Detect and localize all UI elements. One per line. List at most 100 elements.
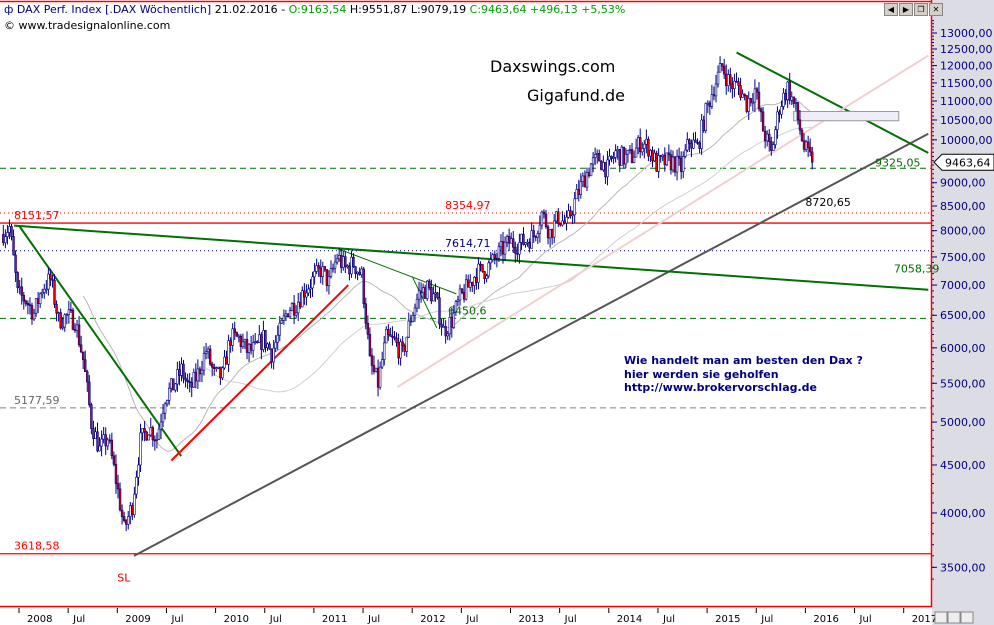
candle-body xyxy=(94,431,97,439)
trendline-wedge-2011-upper xyxy=(338,248,457,295)
candle-body xyxy=(553,220,556,238)
trendline-long-term-support xyxy=(133,132,929,557)
candle-body xyxy=(264,330,267,348)
candle-body xyxy=(176,369,179,385)
x-tick-label: Jul xyxy=(269,614,282,625)
y-tick-label: 6500,00 xyxy=(940,309,986,322)
candle-body xyxy=(675,155,679,173)
candle-body xyxy=(624,153,628,165)
ad-line-3[interactable]: http://www.brokervorschlag.de xyxy=(624,381,817,394)
candle-body xyxy=(202,353,206,371)
candle-body xyxy=(299,301,302,308)
trendline-wedge-2012 xyxy=(411,276,438,329)
candle-body xyxy=(542,211,546,215)
candle-body xyxy=(198,368,202,375)
candle-body xyxy=(706,102,709,105)
candle-body xyxy=(231,328,234,346)
time-axis-controls[interactable] xyxy=(934,611,974,624)
candle-body xyxy=(770,141,773,151)
candle-body xyxy=(507,236,511,244)
y-tick-label: 10500,00 xyxy=(940,114,993,127)
candle-body xyxy=(8,226,11,233)
dash: - xyxy=(281,3,286,16)
candle-body xyxy=(208,348,212,365)
level-label: 8151,57 xyxy=(14,209,60,222)
candle-body xyxy=(585,172,589,188)
candle-body xyxy=(178,369,181,376)
candle-body xyxy=(235,332,238,337)
zoom-in-icon[interactable] xyxy=(934,611,948,624)
candle-body xyxy=(254,341,257,343)
candle-body xyxy=(200,369,204,375)
candle-body xyxy=(743,93,746,96)
candle-body xyxy=(460,288,464,293)
candle-body xyxy=(491,254,494,260)
candle-body xyxy=(188,381,191,383)
y-tick-label: 3500,00 xyxy=(940,561,986,574)
candle-body xyxy=(798,119,802,131)
open-value: O:9163,54 xyxy=(288,3,347,16)
candle-body xyxy=(241,341,245,347)
candle-body xyxy=(190,381,193,388)
candle-body xyxy=(301,290,304,308)
candle-body xyxy=(426,280,429,299)
candle-body xyxy=(385,329,388,344)
candle-body xyxy=(786,81,789,100)
candle-body xyxy=(659,155,662,157)
candle-body xyxy=(41,292,44,295)
candle-body xyxy=(219,366,222,379)
candle-body xyxy=(196,368,200,382)
candle-body xyxy=(127,516,130,525)
candle-body xyxy=(690,142,693,149)
candle-body xyxy=(776,111,779,130)
candle-body xyxy=(77,324,81,346)
candle-body xyxy=(86,371,89,383)
candle-body xyxy=(708,102,712,107)
candle-body xyxy=(327,276,331,286)
close-icon[interactable]: ✕ xyxy=(929,3,943,16)
candle-body xyxy=(757,91,761,110)
candle-body xyxy=(577,189,580,195)
candle-body xyxy=(309,287,312,290)
candle-body xyxy=(700,119,703,149)
candle-body xyxy=(753,88,757,103)
right-arrow-icon[interactable]: ▶ xyxy=(899,3,913,16)
candle-body xyxy=(45,288,48,291)
pan-icon[interactable] xyxy=(947,611,961,624)
window-buttons: ◀ ▶ ❐ ✕ xyxy=(884,3,943,16)
left-arrow-icon[interactable]: ◀ xyxy=(884,3,898,16)
chart-type-icon[interactable] xyxy=(960,611,974,624)
candle-body xyxy=(239,335,243,347)
candle-body xyxy=(516,252,519,255)
candle-body xyxy=(442,326,445,328)
candle-body xyxy=(157,428,161,440)
candle-body xyxy=(335,258,339,263)
candle-body xyxy=(712,94,716,97)
restore-icon[interactable]: ❐ xyxy=(914,3,928,16)
level-label: 8354,97 xyxy=(445,199,491,212)
candle-body xyxy=(405,336,408,352)
candle-body xyxy=(272,347,275,363)
candle-body xyxy=(444,326,447,337)
y-tick-label: 9000,00 xyxy=(940,177,986,190)
candle-body xyxy=(124,520,128,525)
candle-body xyxy=(151,427,155,441)
x-tick-label: Jul xyxy=(72,614,85,625)
candle-body xyxy=(481,264,484,272)
candle-body xyxy=(282,315,286,321)
candle-body xyxy=(745,95,748,112)
candle-body xyxy=(737,81,740,86)
candle-body xyxy=(641,148,644,153)
candle-body xyxy=(225,356,228,365)
candle-body xyxy=(249,343,253,351)
candle-body xyxy=(729,74,732,85)
candle-body xyxy=(170,378,173,389)
candle-body xyxy=(415,298,419,309)
x-tick-label: 2015 xyxy=(715,614,740,625)
y-tick-label: 5000,00 xyxy=(940,416,986,429)
candle-body xyxy=(557,211,560,224)
candle-body xyxy=(546,226,550,239)
candle-body xyxy=(651,150,654,162)
candle-body xyxy=(569,210,572,217)
